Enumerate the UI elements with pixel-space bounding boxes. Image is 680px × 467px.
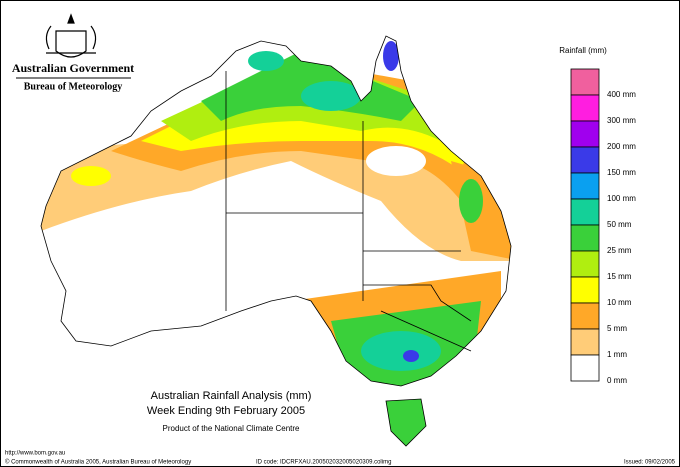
issued: Issued: 09/02/2005: [624, 460, 676, 466]
legend-label: 100 mm: [607, 194, 636, 203]
legend-swatch: [570, 146, 600, 174]
map-title: Australian Rainfall Analysis (mm): [151, 390, 312, 402]
legend-swatch: [570, 250, 600, 278]
legend-title: Rainfall (mm): [559, 46, 607, 55]
legend-swatch: [570, 120, 600, 148]
url: http://www.bom.gov.au: [5, 451, 65, 457]
id-code: ID code: IDCRFXAU.200502032005020309.col…: [256, 460, 391, 466]
borders: [40, 35, 512, 447]
government-name: Australian Government: [12, 61, 134, 75]
legend-label: 15 mm: [607, 272, 632, 281]
legend-label: 10 mm: [607, 298, 632, 307]
legend-swatch: [570, 276, 600, 304]
legend-label: 150 mm: [607, 168, 636, 177]
product-note: Product of the National Climate Centre: [163, 424, 301, 433]
legend-label: 400 mm: [607, 90, 636, 99]
legend-label: 50 mm: [607, 220, 632, 229]
legend-swatch: [570, 94, 600, 122]
legend-label: 300 mm: [607, 116, 636, 125]
legend-label: 5 mm: [607, 324, 627, 333]
legend-swatch: [570, 68, 600, 96]
legend-swatch: [570, 198, 600, 226]
legend-label: 1 mm: [607, 350, 627, 359]
legend-swatch: [570, 224, 600, 252]
legend-swatch: [570, 328, 600, 356]
legend-swatch: [570, 302, 600, 330]
legend-swatch: [570, 172, 600, 200]
legend-swatch: [570, 354, 600, 382]
legend: 400 mm 300 mm 200 mm 150 mm 100 mm 50 mm 25 mm…: [570, 68, 636, 385]
map-subtitle: Week Ending 9th February 2005: [147, 405, 305, 417]
copyright: © Commonwealth of Australia 2005, Austra…: [5, 459, 191, 466]
bureau-name: Bureau of Meteorology: [24, 81, 123, 92]
legend-label: 25 mm: [607, 246, 632, 255]
legend-label: 0 mm: [607, 376, 627, 385]
legend-label: 200 mm: [607, 142, 636, 151]
crest: [45, 13, 97, 58]
